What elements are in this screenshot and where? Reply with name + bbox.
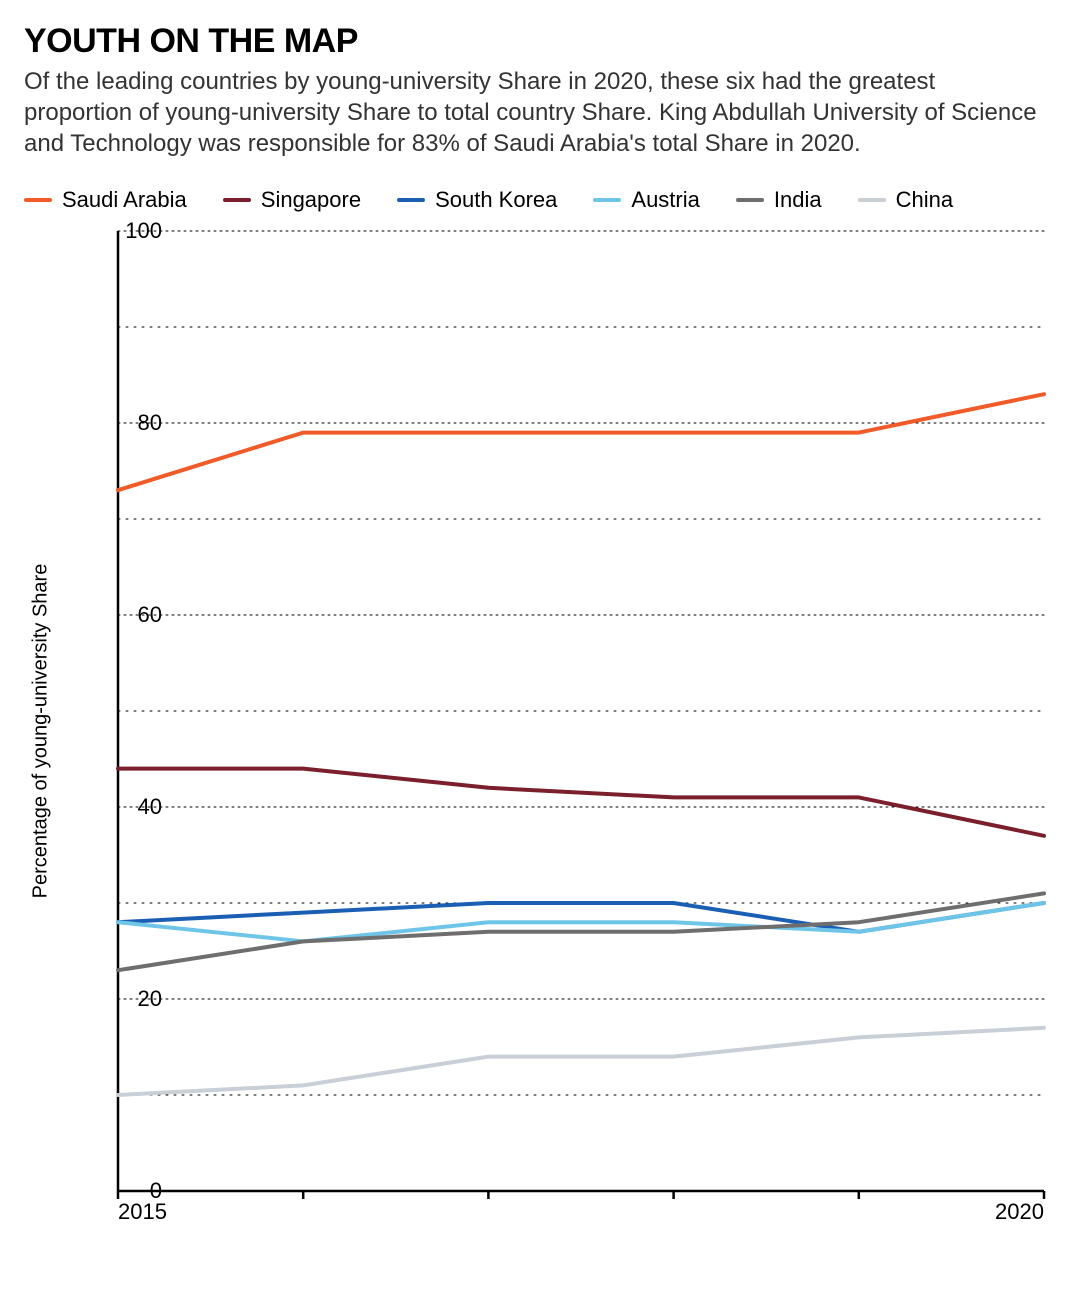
legend-swatch xyxy=(223,198,251,202)
legend-item: China xyxy=(858,187,953,213)
legend-swatch xyxy=(858,198,886,202)
chart-area: Percentage of young-university Share 020… xyxy=(24,231,1044,1231)
x-tick-label: 2020 xyxy=(995,1199,1044,1225)
chart-legend: Saudi Arabia Singapore South Korea Austria I… xyxy=(24,187,1044,213)
legend-item: India xyxy=(736,187,822,213)
series-line xyxy=(118,769,1044,836)
chart-subtitle: Of the leading countries by young-univer… xyxy=(24,66,1044,160)
chart-page: YOUTH ON THE MAP Of the leading countrie… xyxy=(0,0,1080,1305)
legend-label: South Korea xyxy=(435,187,557,213)
series-line xyxy=(118,903,1044,941)
legend-swatch xyxy=(24,198,52,202)
legend-item: Saudi Arabia xyxy=(24,187,187,213)
chart-title: YOUTH ON THE MAP xyxy=(24,24,1044,60)
legend-swatch xyxy=(593,198,621,202)
y-axis-label: Percentage of young-university Share xyxy=(30,564,53,899)
plot-column: 020406080100 20152020 xyxy=(58,231,1044,1231)
legend-label: Singapore xyxy=(261,187,361,213)
legend-item: Singapore xyxy=(223,187,361,213)
series-line xyxy=(118,903,1044,932)
y-tick-label: 80 xyxy=(118,410,162,436)
legend-label: Saudi Arabia xyxy=(62,187,187,213)
x-axis: 2015 2020 xyxy=(58,1191,1044,1231)
y-tick-label: 60 xyxy=(118,602,162,628)
legend-label: China xyxy=(896,187,953,213)
legend-item: Austria xyxy=(593,187,699,213)
legend-item: South Korea xyxy=(397,187,557,213)
series-line xyxy=(118,394,1044,490)
series-line xyxy=(118,1028,1044,1095)
legend-label: India xyxy=(774,187,822,213)
legend-swatch xyxy=(397,198,425,202)
y-tick-label: 40 xyxy=(118,794,162,820)
plot-svg xyxy=(118,231,1044,1191)
legend-label: Austria xyxy=(631,187,699,213)
y-tick-label: 100 xyxy=(118,218,162,244)
plot-area: 020406080100 xyxy=(58,231,1044,1191)
x-tick-label: 2015 xyxy=(118,1199,167,1225)
y-axis-label-wrap: Percentage of young-university Share xyxy=(24,231,58,1231)
y-tick-label: 20 xyxy=(118,986,162,1012)
legend-swatch xyxy=(736,198,764,202)
